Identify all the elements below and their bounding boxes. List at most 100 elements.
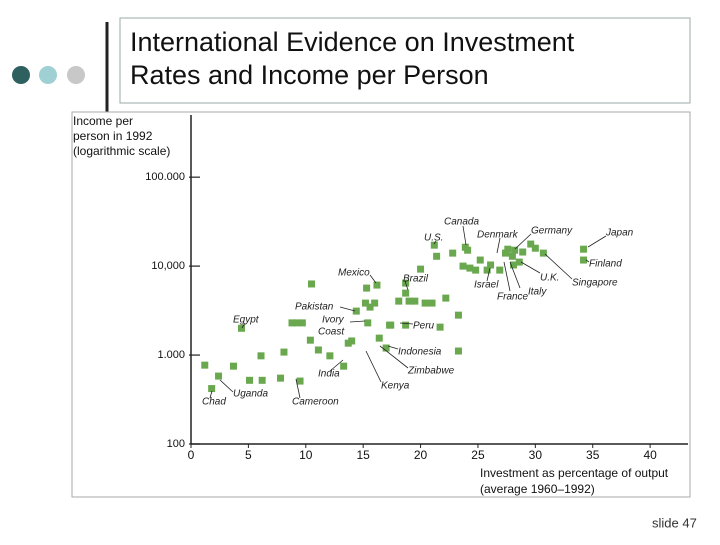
point — [229, 362, 237, 370]
point — [215, 372, 223, 380]
x-axis-label: Investment as percentage of output — [480, 466, 669, 480]
point — [580, 256, 588, 264]
leader-line — [349, 320, 366, 323]
y-axis-label: (logarithmic scale) — [73, 144, 170, 158]
point — [363, 284, 371, 292]
annotation: Brazil — [403, 274, 429, 285]
annotation: Peru — [413, 321, 435, 332]
x-tick-label: 10 — [299, 448, 313, 462]
point — [208, 385, 216, 393]
annotation: Denmark — [477, 230, 519, 241]
leader-line — [329, 359, 344, 372]
annotation: Cameroon — [292, 397, 339, 408]
leader-line — [486, 267, 491, 282]
point — [487, 261, 495, 269]
leader-line — [433, 240, 437, 245]
point — [288, 319, 296, 327]
point — [308, 280, 316, 288]
leader-line — [369, 274, 377, 284]
point — [277, 374, 285, 382]
x-tick-label: 15 — [356, 448, 370, 462]
point — [430, 241, 438, 249]
annotation: Singapore — [572, 278, 618, 289]
leader-line — [585, 259, 590, 263]
point — [352, 307, 360, 315]
point — [476, 256, 484, 264]
x-tick-label: 25 — [471, 448, 485, 462]
point — [364, 319, 372, 327]
leader-line — [404, 280, 409, 291]
leader-line — [520, 261, 541, 274]
annotation: Israel — [474, 280, 499, 291]
point — [258, 376, 266, 384]
leader-line — [241, 322, 246, 329]
point — [246, 376, 254, 384]
point — [371, 299, 379, 307]
chart-frame — [71, 111, 691, 498]
point — [201, 361, 209, 369]
point — [375, 334, 383, 342]
point — [504, 245, 512, 253]
annotation: Indonesia — [398, 347, 442, 358]
annotation: Coast — [318, 327, 345, 338]
annotation: Canada — [444, 217, 479, 228]
annotation: Japan — [605, 228, 634, 239]
point — [501, 249, 509, 257]
point — [366, 303, 374, 311]
point — [454, 311, 462, 319]
slide-number: slide 47 — [652, 515, 697, 530]
annotation: Egypt — [233, 315, 260, 326]
y-tick-label: 100.000 — [145, 171, 185, 183]
annotation: Uganda — [233, 389, 268, 400]
point — [340, 362, 348, 370]
point — [314, 346, 322, 354]
point — [382, 344, 390, 352]
point — [510, 261, 518, 269]
point — [402, 321, 410, 329]
point — [405, 297, 413, 305]
leader-line — [339, 306, 356, 312]
leader-line — [496, 237, 501, 254]
point — [511, 246, 519, 254]
x-tick-label: 40 — [643, 448, 657, 462]
point — [508, 252, 516, 260]
y-axis-label: person in 1992 — [73, 129, 153, 143]
leader-line — [379, 345, 409, 369]
point — [496, 266, 504, 274]
point — [326, 352, 334, 360]
point — [436, 323, 444, 331]
point — [459, 262, 467, 270]
annotation: Kenya — [381, 381, 410, 392]
x-tick-label: 0 — [188, 448, 195, 462]
point — [531, 244, 539, 252]
x-tick-label: 5 — [245, 448, 252, 462]
point — [395, 297, 403, 305]
point — [464, 246, 472, 254]
point — [519, 248, 527, 256]
leader-line — [219, 379, 234, 393]
annotation: Zimbabwe — [407, 366, 455, 377]
annotation: Germany — [531, 226, 573, 237]
leader-line — [509, 261, 521, 289]
x-axis-label: (average 1960–1992) — [480, 482, 595, 496]
slide-title: International Evidence on Investment — [130, 27, 575, 57]
slide-title: Rates and Income per Person — [130, 60, 489, 90]
point — [428, 299, 436, 307]
point — [402, 289, 410, 297]
annotation: U.S. — [424, 233, 443, 244]
point — [373, 281, 381, 289]
leader-line — [209, 390, 213, 399]
point — [527, 240, 535, 248]
point — [411, 297, 419, 305]
annotation: Italy — [528, 287, 547, 298]
bullet-dot — [12, 66, 30, 84]
leader-line — [365, 350, 382, 383]
annotation: France — [497, 292, 529, 303]
point — [472, 266, 480, 274]
y-axis-label: Income per — [73, 114, 133, 128]
annotation: Finland — [589, 259, 622, 270]
x-tick-label: 20 — [414, 448, 428, 462]
point — [433, 252, 441, 260]
point — [421, 299, 429, 307]
